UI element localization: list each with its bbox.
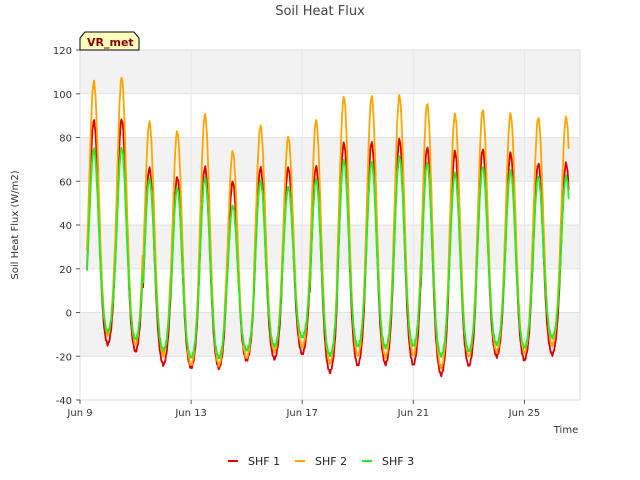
legend-label-2: SHF 2 [315,455,347,468]
y-tick-label: 80 [59,134,72,145]
legend-label-3: SHF 3 [382,455,414,468]
y-tick-label: -40 [56,396,72,407]
x-tick-label: Jun 17 [285,408,318,419]
y-tick-label: 100 [53,90,72,101]
x-tick-label: Jun 9 [66,408,92,419]
x-axis: Jun 9 Jun 13 Jun 17 Jun 21 Jun 25 [66,400,540,419]
site-label-background [79,31,140,51]
x-axis-title: Time [553,425,578,436]
plot-band [80,50,580,94]
x-tick-label: Jun 13 [174,408,207,419]
y-axis-title: Soil Heat Flux (W/m2) [10,170,21,279]
series-line-3 [86,146,570,360]
chart-title: Soil Heat Flux [275,4,365,19]
y-axis: -40 -20 0 20 40 60 80 100 120 [53,46,80,407]
x-tick-label: Jun 21 [397,408,430,419]
plot-band [80,225,580,269]
y-tick-label: 20 [59,265,72,276]
series-layer [86,77,570,378]
legend-label-1: SHF 1 [248,455,280,468]
y-tick-label: 40 [59,221,72,232]
legend: SHF 1 SHF 2 SHF 3 [228,455,414,468]
y-tick-label: 120 [53,46,72,57]
plot-band [80,137,580,182]
y-tick-label: 0 [66,309,72,320]
site-label: VR_met [87,36,134,49]
y-tick-label: 60 [59,177,72,188]
y-tick-label: -20 [56,352,72,363]
plot-band [80,312,580,357]
x-tick-label: Jun 25 [508,408,541,419]
site-label-box: VR_met [79,31,140,51]
